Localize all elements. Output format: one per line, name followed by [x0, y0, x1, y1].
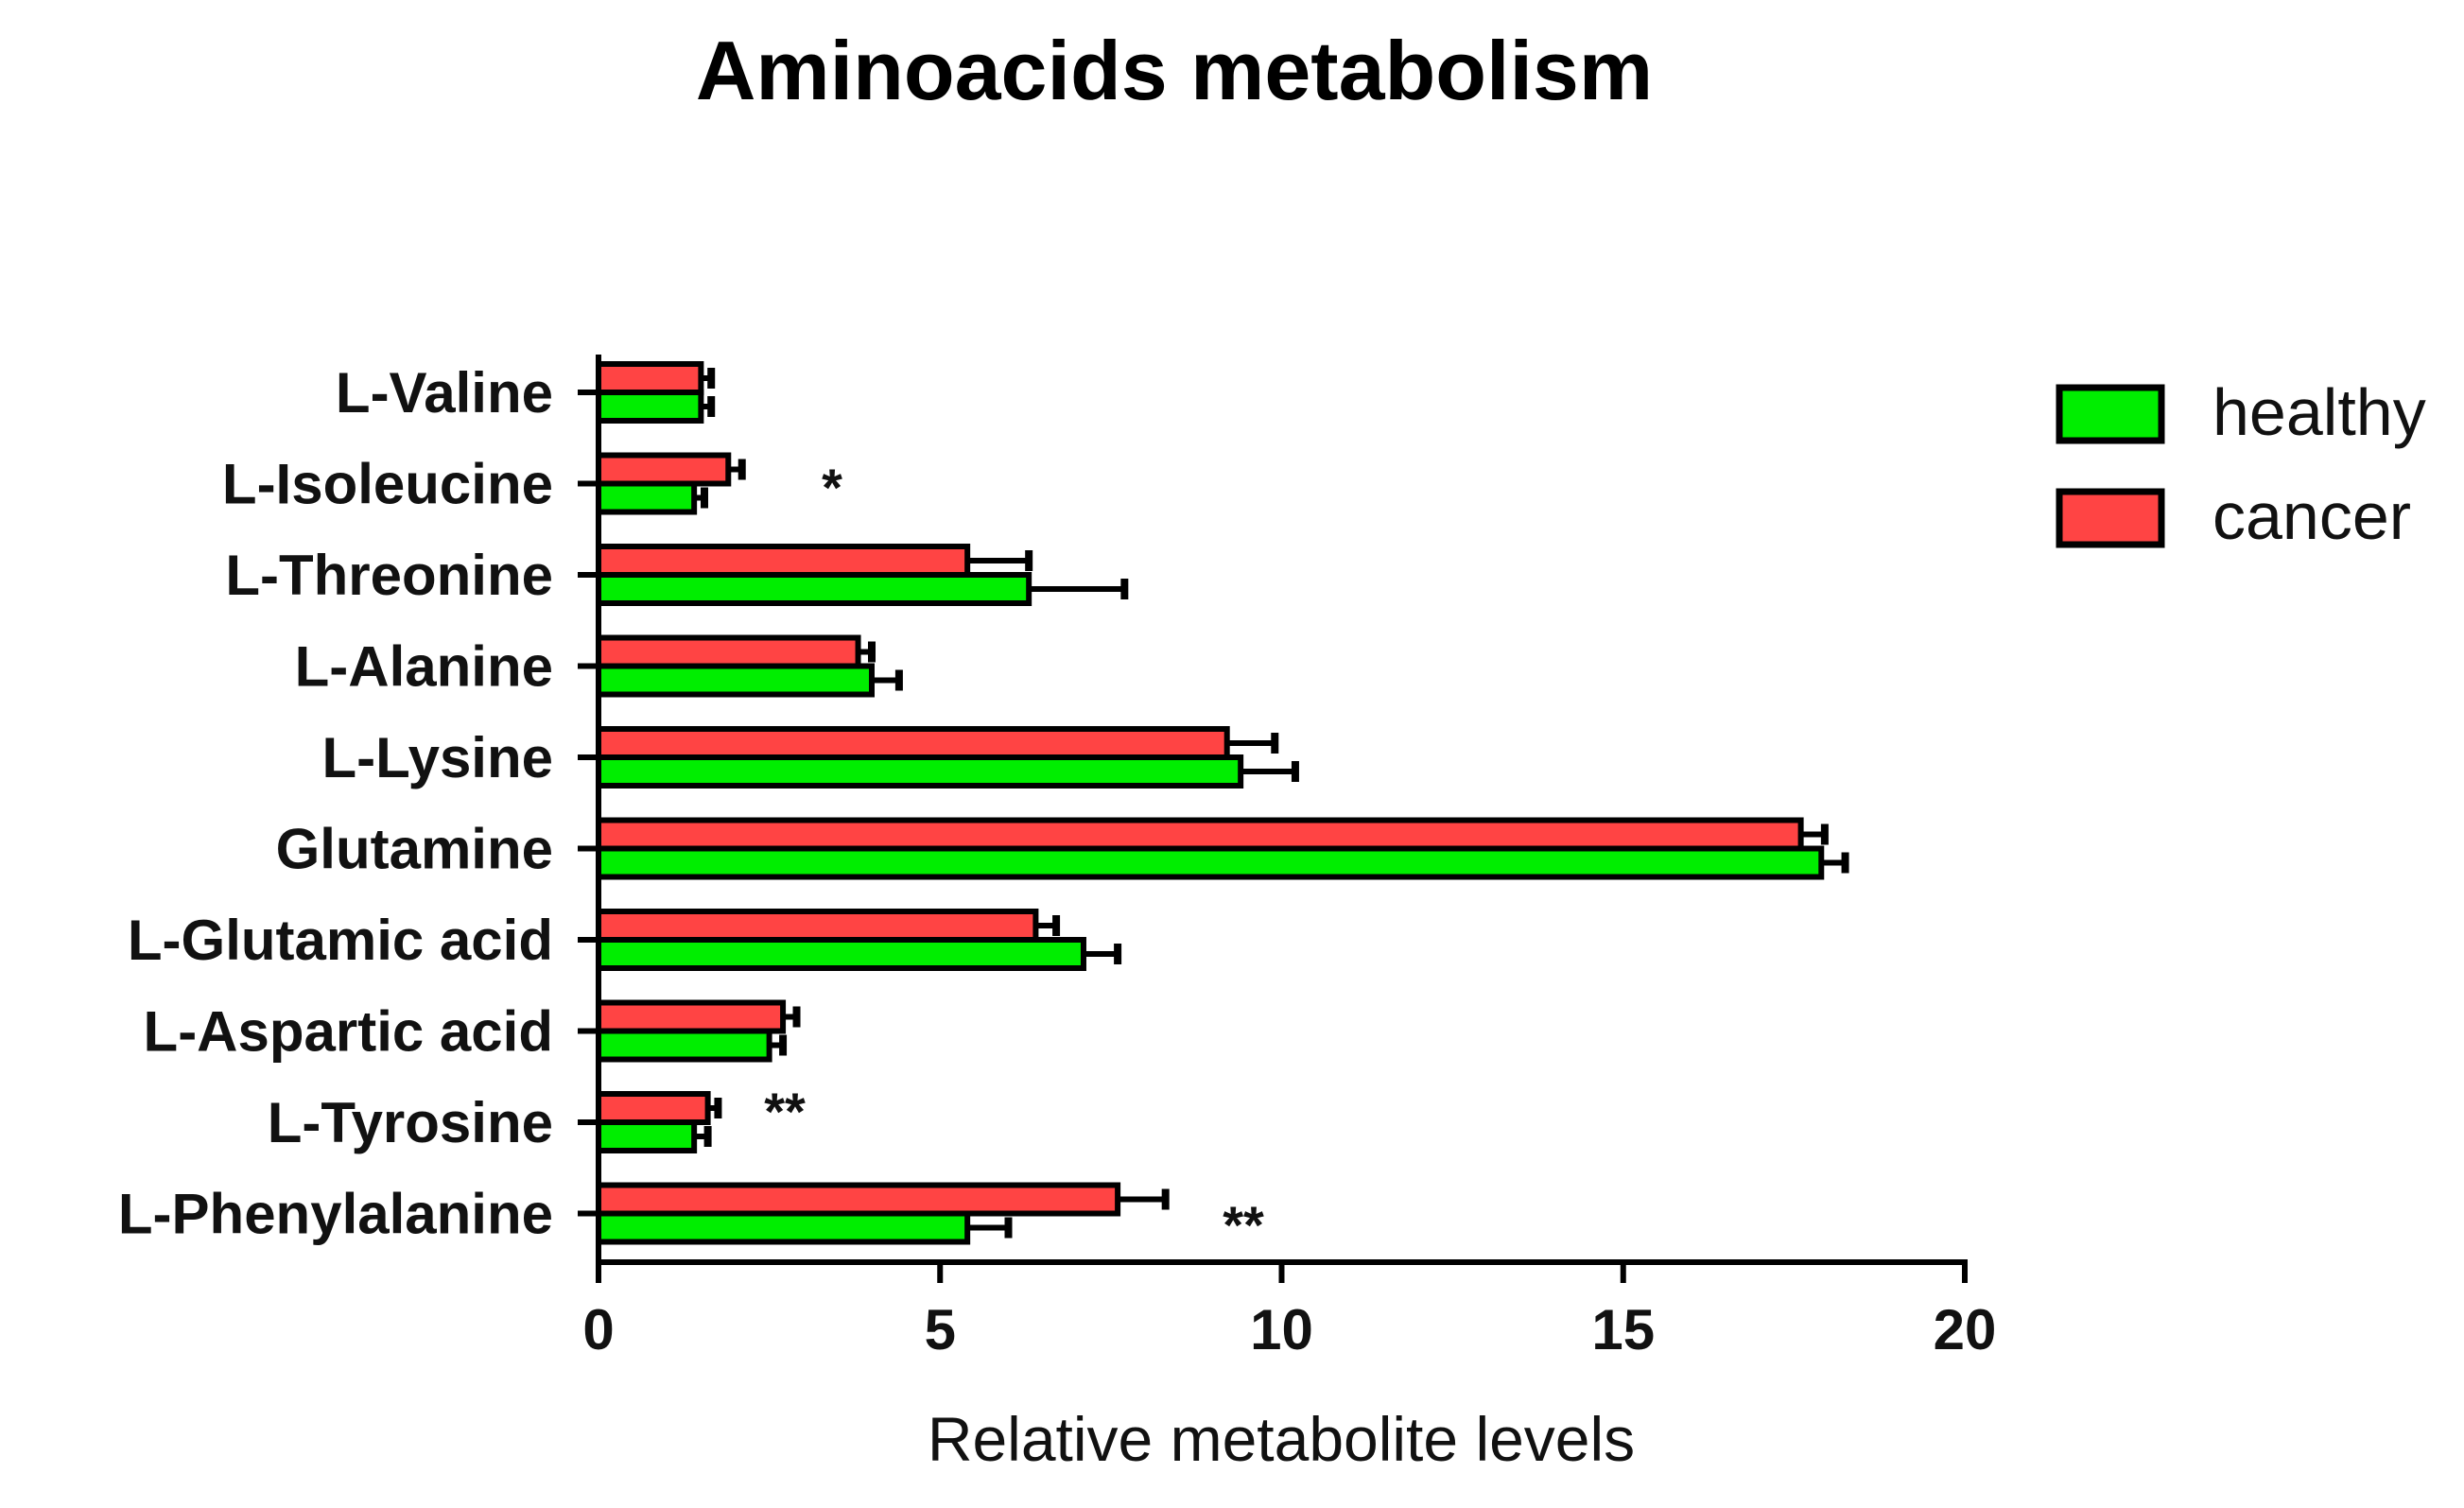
bar-healthy — [596, 845, 1825, 880]
bar-healthy — [596, 1119, 698, 1153]
plot-area: L-Valine L-Isoleucine L-Threonine L-Alanine… — [118, 355, 1996, 1361]
category-label: L-Alanine — [295, 635, 553, 699]
bar-cancer — [596, 1182, 1121, 1217]
bar-healthy — [596, 663, 875, 698]
category-label: L-Isoleucine — [222, 453, 553, 516]
x-tick-label: 10 — [1250, 1298, 1313, 1361]
x-tick-label: 0 — [582, 1298, 614, 1361]
x-axis-title: Relative metabolite levels — [928, 1404, 1635, 1474]
x-tick-label: 5 — [925, 1298, 956, 1361]
bar-cancer — [596, 634, 861, 669]
category-label: L-Valine — [336, 361, 553, 425]
significance-marker: ** — [1223, 1195, 1264, 1255]
bar-cancer — [596, 817, 1804, 852]
bar-cancer — [596, 909, 1039, 943]
bar-healthy — [596, 754, 1244, 789]
legend-swatch-cancer — [2056, 488, 2165, 548]
legend-swatch-healthy — [2056, 384, 2165, 444]
x-tick-label: 15 — [1591, 1298, 1655, 1361]
bar-healthy — [596, 1028, 772, 1063]
category-label: Glutamine — [276, 818, 553, 881]
category-label: L-Lysine — [322, 726, 553, 789]
category-label: L-Threonine — [225, 544, 553, 607]
category-label: L-Glutamic acid — [128, 909, 553, 972]
category-label: L-Aspartic acid — [144, 1000, 553, 1064]
chart-title: Aminoacids metabolism — [696, 24, 1653, 117]
category-label: L-Phenylalanine — [118, 1183, 553, 1246]
legend-label-healthy: healthy — [2212, 375, 2426, 449]
x-tick-label: 20 — [1934, 1298, 1997, 1361]
legend-label-cancer: cancer — [2212, 479, 2411, 553]
bar-cancer — [596, 726, 1230, 760]
bar-cancer — [596, 361, 704, 395]
bar-healthy — [596, 572, 1032, 606]
bar-cancer — [596, 999, 787, 1034]
bar-healthy — [596, 937, 1086, 971]
significance-marker: ** — [764, 1082, 806, 1141]
legend: healthy cancer — [2056, 375, 2426, 553]
bar-healthy — [596, 1210, 971, 1245]
bar-healthy — [596, 480, 698, 515]
bar-healthy — [596, 390, 704, 424]
bar-cancer — [596, 544, 971, 578]
significance-marker: * — [822, 458, 842, 517]
category-label: L-Tyrosine — [268, 1091, 553, 1154]
bar-cancer — [596, 452, 732, 487]
bar-cancer — [596, 1091, 711, 1125]
